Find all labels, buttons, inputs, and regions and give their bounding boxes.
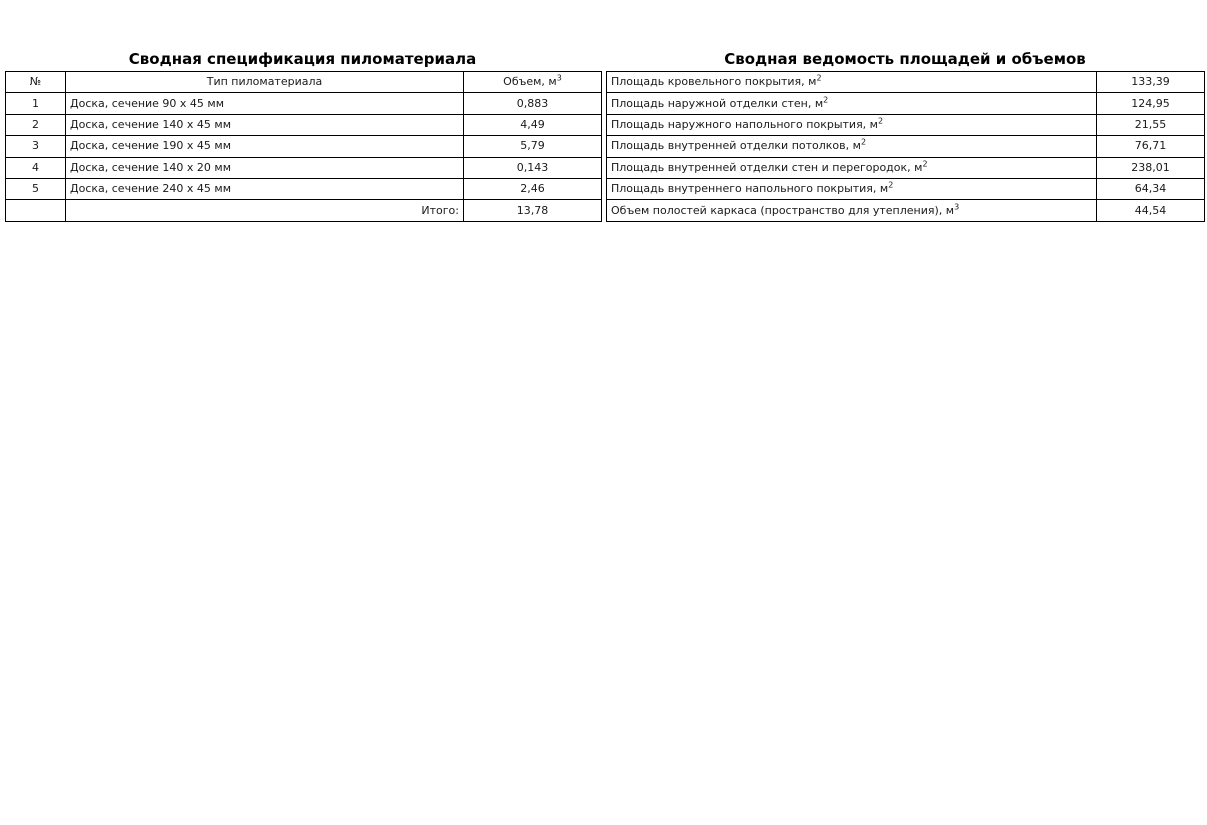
table-row: Площадь наружного напольного покрытия, м… — [606, 113, 1205, 137]
row-num: 3 — [5, 135, 66, 158]
lumber-spec-title: Сводная спецификация пиломатериала — [128, 50, 477, 68]
total-value: 13,78 — [463, 199, 602, 222]
row-type: Доска, сечение 140 х 20 мм — [65, 156, 464, 179]
row-type: Доска, сечение 140 х 45 мм — [65, 113, 464, 137]
table-row: 5 Доска, сечение 240 х 45 мм 2,46 — [5, 177, 602, 201]
total-empty-cell — [5, 199, 66, 222]
row-volume: 5,79 — [463, 135, 602, 158]
row-label: Площадь внутренней отделки стен и перего… — [606, 156, 1097, 179]
table-row: 3 Доска, сечение 190 х 45 мм 5,79 — [5, 135, 602, 158]
table-row: Площадь внутренней отделки стен и перего… — [606, 156, 1205, 179]
table-header-row: № Тип пиломатериала Объем, м3 — [5, 70, 602, 94]
row-label: Объем полостей каркаса (пространство для… — [606, 199, 1097, 222]
header-num: № — [5, 70, 66, 94]
header-type: Тип пиломатериала — [65, 70, 464, 94]
table-row: Площадь наружной отделки стен, м2 124,95 — [606, 92, 1205, 115]
row-value: 124,95 — [1096, 92, 1205, 115]
table-row: Площадь кровельного покрытия, м2 133,39 — [606, 70, 1205, 94]
row-value: 76,71 — [1096, 135, 1205, 158]
areas-title: Сводная ведомость площадей и объемов — [724, 50, 1086, 68]
row-label: Площадь внутренней отделки потолков, м2 — [606, 135, 1097, 158]
row-label: Площадь внутреннего напольного покрытия,… — [606, 177, 1097, 201]
row-type: Доска, сечение 190 х 45 мм — [65, 135, 464, 158]
row-value: 21,55 — [1096, 113, 1205, 137]
total-row: Итого: 13,78 — [5, 199, 602, 222]
table-row: 4 Доска, сечение 140 х 20 мм 0,143 — [5, 156, 602, 179]
row-label: Площадь наружной отделки стен, м2 — [606, 92, 1097, 115]
row-volume: 0,883 — [463, 92, 602, 115]
row-volume: 2,46 — [463, 177, 602, 201]
table-row: Площадь внутренней отделки потолков, м2 … — [606, 135, 1205, 158]
row-num: 1 — [5, 92, 66, 115]
row-volume: 0,143 — [463, 156, 602, 179]
row-label: Площадь кровельного покрытия, м2 — [606, 70, 1097, 94]
row-value: 238,01 — [1096, 156, 1205, 179]
row-num: 4 — [5, 156, 66, 179]
row-volume: 4,49 — [463, 113, 602, 137]
table-row: Площадь внутреннего напольного покрытия,… — [606, 177, 1205, 201]
table-row: Объем полостей каркаса (пространство для… — [606, 199, 1205, 222]
row-value: 44,54 — [1096, 199, 1205, 222]
row-type: Доска, сечение 90 х 45 мм — [65, 92, 464, 115]
lumber-spec-table: № Тип пиломатериала Объем, м3 1 Доска, с… — [5, 70, 602, 222]
header-volume: Объем, м3 — [463, 70, 602, 94]
row-value: 64,34 — [1096, 177, 1205, 201]
total-label: Итого: — [65, 199, 464, 222]
row-label: Площадь наружного напольного покрытия, м… — [606, 113, 1097, 137]
areas-table: Площадь кровельного покрытия, м2 133,39 П… — [606, 70, 1205, 222]
table-row: 1 Доска, сечение 90 х 45 мм 0,883 — [5, 92, 602, 115]
row-value: 133,39 — [1096, 70, 1205, 94]
table-row: 2 Доска, сечение 140 х 45 мм 4,49 — [5, 113, 602, 137]
row-num: 2 — [5, 113, 66, 137]
row-num: 5 — [5, 177, 66, 201]
row-type: Доска, сечение 240 х 45 мм — [65, 177, 464, 201]
